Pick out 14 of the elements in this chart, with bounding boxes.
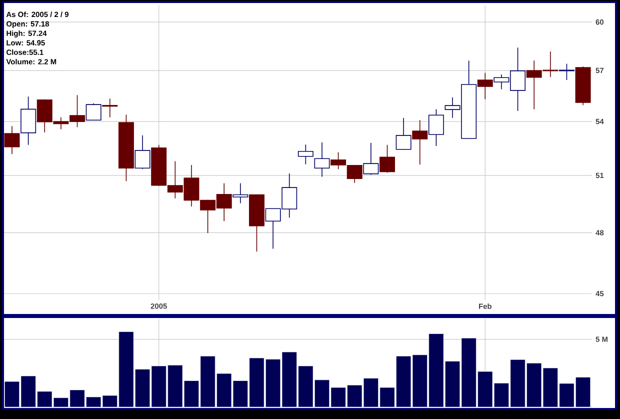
candlestick [134, 135, 150, 170]
candlestick [314, 142, 330, 178]
candlestick [412, 120, 428, 166]
candlestick [380, 144, 395, 174]
candlestick [102, 98, 118, 118]
candlestick [396, 117, 412, 150]
candlestick [232, 182, 248, 204]
candlestick [86, 102, 102, 121]
candlestick [428, 108, 444, 146]
candlestick [477, 72, 493, 100]
candlestick [20, 96, 36, 146]
candlestick [298, 144, 314, 165]
candlestick [363, 142, 379, 176]
candlestick [4, 126, 20, 154]
